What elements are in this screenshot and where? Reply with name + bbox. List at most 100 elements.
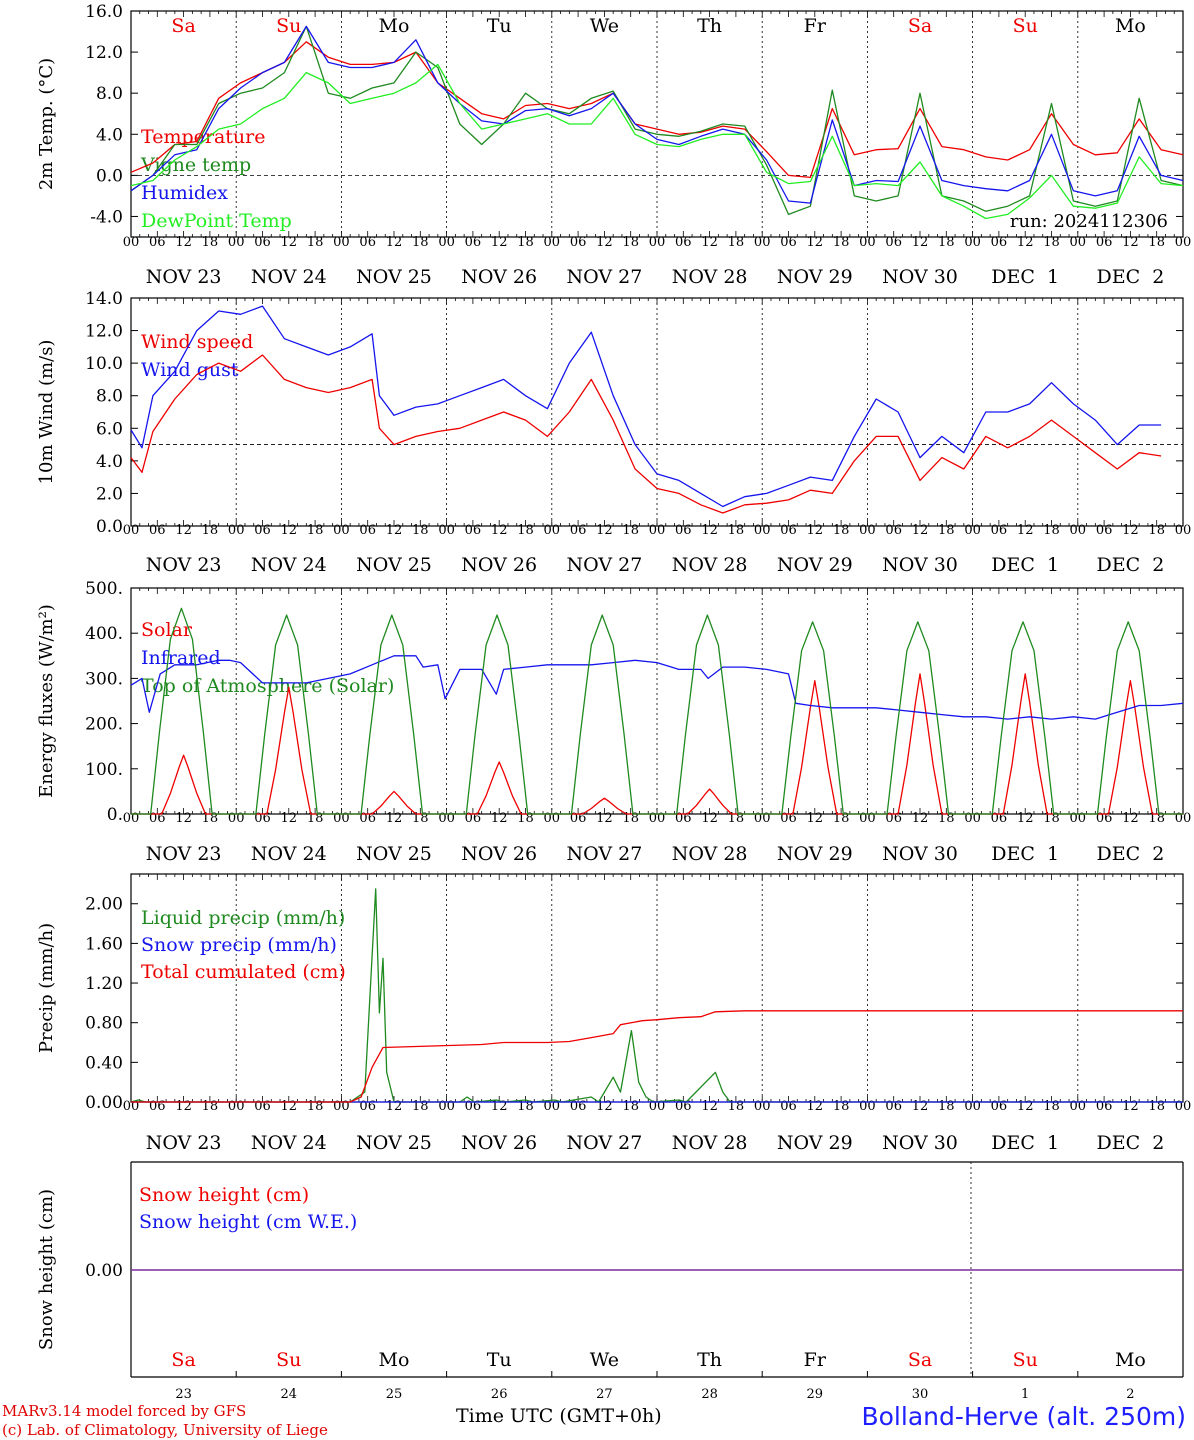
station-name: Bolland-Herve (alt. 250m) xyxy=(861,1402,1186,1431)
hour-tick-label: 06 xyxy=(149,523,166,538)
hour-tick-label: 18 xyxy=(307,523,324,538)
y-tick-label: -4.0 xyxy=(90,207,123,227)
hour-tick-label: 06 xyxy=(675,523,692,538)
weekday-label: Su xyxy=(1013,1349,1038,1371)
hour-tick-label: 12 xyxy=(596,811,613,826)
hour-tick-label: 12 xyxy=(491,811,508,826)
y-tick-label: 8.0 xyxy=(96,84,123,104)
hour-tick-label: 06 xyxy=(149,235,166,250)
hour-tick-label: 00 xyxy=(333,523,350,538)
hour-tick-label: 18 xyxy=(622,235,639,250)
plot-frame xyxy=(130,297,1184,527)
date-label: NOV 27 xyxy=(566,843,642,865)
hour-tick-label: 12 xyxy=(807,235,824,250)
hour-tick-label: 12 xyxy=(175,1099,192,1114)
hour-tick-label: 00 xyxy=(859,523,876,538)
hour-tick-label: 00 xyxy=(1070,235,1087,250)
hour-tick-label: 12 xyxy=(912,523,929,538)
date-label: DEC 2 xyxy=(1096,1132,1164,1154)
hour-tick-label: 00 xyxy=(1175,235,1192,250)
y-axis-label: 10m Wind (m/s) xyxy=(36,340,57,485)
weekday-label: Sa xyxy=(171,15,195,37)
day-number: 27 xyxy=(596,1387,613,1402)
date-label: NOV 24 xyxy=(251,843,327,865)
y-axis-label: Energy fluxes (W/m²) xyxy=(36,604,57,798)
y-tick-label: 14.0 xyxy=(85,289,123,309)
hour-tick-label: 18 xyxy=(728,235,745,250)
hour-tick-label: 18 xyxy=(728,1099,745,1114)
y-axis-label: Snow height (cm) xyxy=(36,1189,57,1350)
hour-tick-label: 00 xyxy=(438,235,455,250)
hour-tick-label: 18 xyxy=(622,523,639,538)
hour-tick-label: 00 xyxy=(964,811,981,826)
series-line-dewpoint-temp xyxy=(130,63,1184,220)
legend-entry: Total cumulated (cm) xyxy=(141,961,346,983)
weekday-label: Tu xyxy=(487,1349,512,1371)
date-label: NOV 28 xyxy=(672,554,748,576)
y-tick-label: 1.20 xyxy=(85,974,123,994)
hour-tick-label: 18 xyxy=(307,811,324,826)
day-number: 23 xyxy=(175,1387,192,1402)
hour-tick-label: 12 xyxy=(386,1099,403,1114)
run-annotation: run: 2024112306 xyxy=(1010,211,1168,232)
hour-tick-label: 18 xyxy=(938,523,955,538)
legend-entry: Wind gust xyxy=(141,359,239,381)
date-label: NOV 24 xyxy=(251,266,327,288)
y-axis-label: 2m Temp. (°C) xyxy=(36,58,57,190)
y-axis-label: Precip (mm/h) xyxy=(36,923,57,1053)
y-tick-label: 0. xyxy=(107,805,123,825)
weekday-label: Fr xyxy=(804,15,827,37)
hour-tick-label: 00 xyxy=(228,811,245,826)
hour-tick-label: 00 xyxy=(754,1099,771,1114)
hour-tick-label: 06 xyxy=(885,523,902,538)
legend-entry: Snow precip (mm/h) xyxy=(141,934,337,956)
hour-tick-label: 06 xyxy=(675,235,692,250)
hour-tick-label: 06 xyxy=(1096,811,1113,826)
date-label: NOV 29 xyxy=(777,266,853,288)
series-line-wind-speed xyxy=(130,354,1162,514)
y-tick-label: 1.60 xyxy=(85,934,123,954)
date-label: NOV 23 xyxy=(146,1132,222,1154)
day-number: 24 xyxy=(281,1387,298,1402)
hour-tick-label: 18 xyxy=(307,235,324,250)
hour-tick-label: 06 xyxy=(465,235,482,250)
hour-tick-label: 06 xyxy=(780,1099,797,1114)
weekday-label: Sa xyxy=(171,1349,195,1371)
hour-tick-label: 18 xyxy=(1148,1099,1165,1114)
date-label: NOV 30 xyxy=(882,1132,958,1154)
legend-entry: Top of Atmosphere (Solar) xyxy=(141,675,394,697)
day-number: 29 xyxy=(807,1387,824,1402)
hour-tick-label: 00 xyxy=(1175,811,1192,826)
hour-tick-label: 06 xyxy=(991,235,1008,250)
hour-tick-label: 18 xyxy=(517,235,534,250)
y-tick-label: 12.0 xyxy=(85,322,123,342)
legend-entry: Vigne temp xyxy=(140,154,251,176)
hour-tick-label: 18 xyxy=(622,811,639,826)
hour-tick-label: 18 xyxy=(1043,811,1060,826)
y-tick-label: 2.00 xyxy=(85,895,123,915)
hour-tick-label: 12 xyxy=(912,1099,929,1114)
hour-tick-label: 00 xyxy=(333,811,350,826)
hour-tick-label: 00 xyxy=(544,811,561,826)
day-number: 30 xyxy=(912,1387,929,1402)
hour-tick-label: 00 xyxy=(859,811,876,826)
hour-tick-label: 12 xyxy=(701,523,718,538)
series-line-humidex xyxy=(130,25,1184,204)
weekday-label: Sa xyxy=(908,15,932,37)
y-tick-label: 0.0 xyxy=(96,166,123,186)
hour-tick-label: 18 xyxy=(517,1099,534,1114)
hour-tick-label: 12 xyxy=(281,235,298,250)
date-label: NOV 26 xyxy=(461,843,537,865)
hour-tick-label: 06 xyxy=(780,235,797,250)
legend-entry: Wind speed xyxy=(141,331,253,353)
hour-tick-label: 06 xyxy=(570,235,587,250)
hour-tick-label: 18 xyxy=(1148,523,1165,538)
hour-tick-label: 06 xyxy=(570,523,587,538)
time-axis-label: Time UTC (GMT+0h) xyxy=(456,1405,662,1427)
hour-tick-label: 12 xyxy=(1017,235,1034,250)
hour-tick-label: 06 xyxy=(465,811,482,826)
y-tick-label: 6.0 xyxy=(96,419,123,439)
hour-tick-label: 12 xyxy=(491,1099,508,1114)
weekday-label: We xyxy=(590,15,619,37)
date-label: DEC 2 xyxy=(1096,843,1164,865)
